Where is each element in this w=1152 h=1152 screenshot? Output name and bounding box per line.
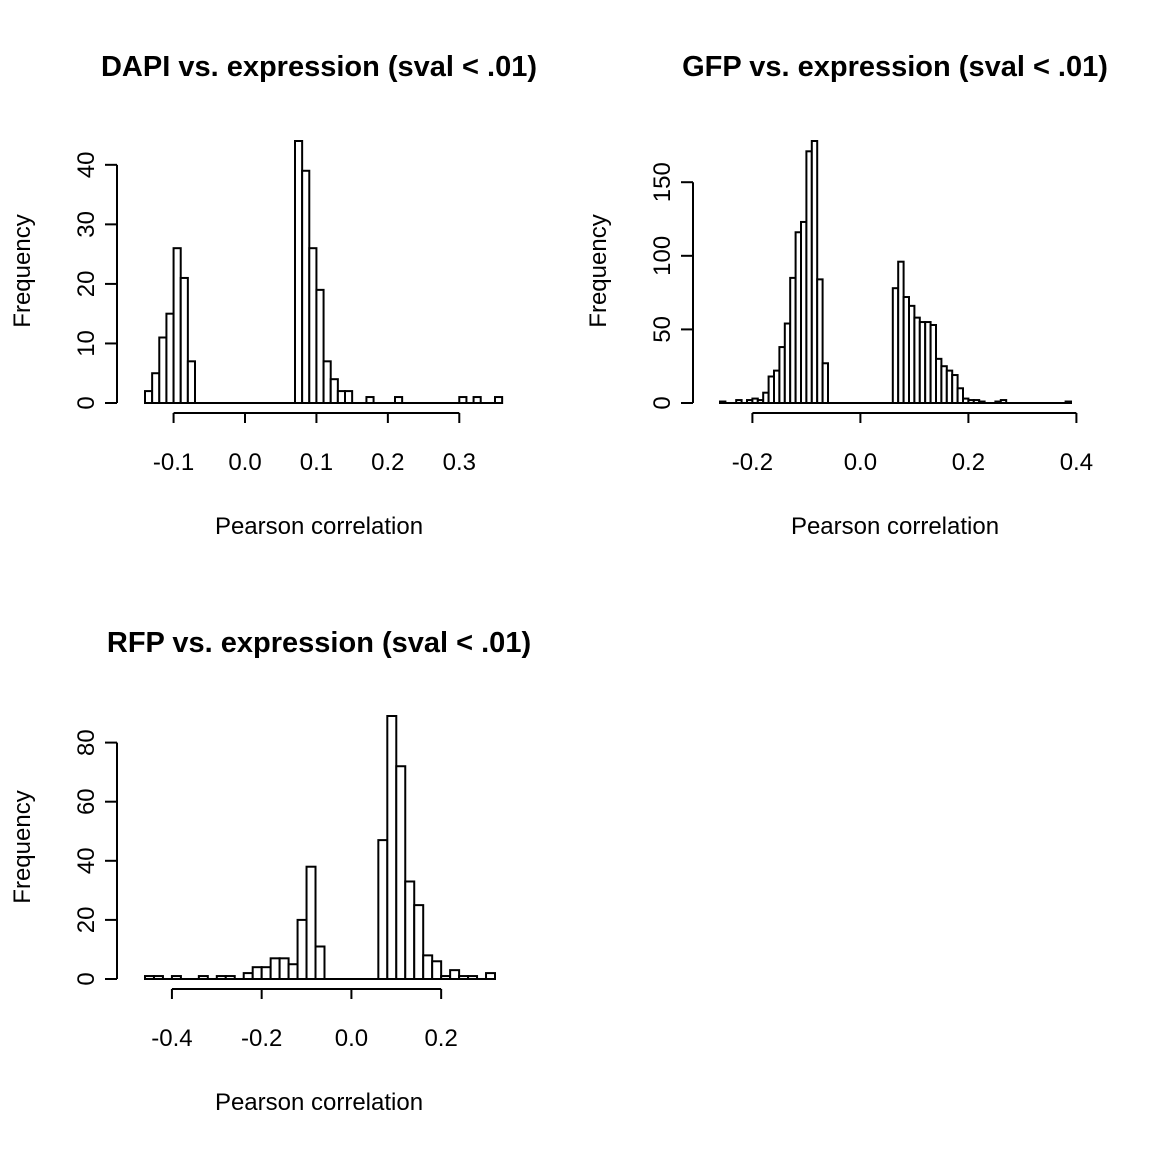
x-tick-label: 0.0 xyxy=(228,449,261,476)
chart-title: DAPI vs. expression (sval < .01) xyxy=(101,51,537,83)
histogram-bar xyxy=(151,372,161,404)
x-axis: -0.2 0.0 0.2 0.4 xyxy=(732,412,1093,476)
y-axis-label: Frequency xyxy=(585,214,612,327)
histogram-bar xyxy=(158,336,168,404)
histogram-bar xyxy=(377,839,389,980)
histogram-bar xyxy=(386,715,398,980)
histogram-bar xyxy=(329,378,339,405)
histogram-bar xyxy=(395,765,407,980)
y-tick-label: 150 xyxy=(649,162,676,202)
histogram-bar xyxy=(422,954,434,981)
y-tick-label: 100 xyxy=(649,236,676,276)
y-axis: 0 20 40 60 80 xyxy=(73,729,118,986)
histogram-bar xyxy=(278,957,290,981)
histogram-bar xyxy=(296,918,308,980)
y-axis-label: Frequency xyxy=(9,790,36,903)
x-tick-label: 0.0 xyxy=(844,449,877,476)
histogram-bars xyxy=(144,140,504,405)
panel-gfp: GFP vs. expression (sval < .01) Pearson … xyxy=(585,51,1108,540)
x-axis-label: Pearson correlation xyxy=(791,513,999,540)
histogram-bar xyxy=(144,390,154,405)
histogram-bar xyxy=(251,966,263,980)
histogram-bar xyxy=(449,969,461,980)
x-tick-label: 0.3 xyxy=(443,449,476,476)
histogram-bar xyxy=(305,865,317,981)
histogram-bar xyxy=(186,360,197,404)
histogram-bar xyxy=(413,904,425,980)
y-tick-label: 40 xyxy=(73,151,100,178)
y-axis: 0 10 20 30 40 xyxy=(73,151,118,410)
histogram-bar xyxy=(172,247,182,404)
y-tick-label: 20 xyxy=(73,907,100,934)
x-tick-label: 0.2 xyxy=(371,449,404,476)
histogram-bar xyxy=(287,963,299,981)
histogram-bar xyxy=(494,396,504,404)
panel-dapi: DAPI vs. expression (sval < .01) Pearson… xyxy=(9,51,537,540)
x-axis: -0.4 -0.2 0.0 0.2 xyxy=(151,988,458,1052)
x-tick-label: 0.2 xyxy=(424,1025,457,1052)
histogram-bar xyxy=(322,360,332,404)
histogram-bar xyxy=(294,140,304,404)
chart-title: RFP vs. expression (sval < .01) xyxy=(107,627,531,659)
y-tick-label: 60 xyxy=(73,788,100,815)
y-tick-label: 20 xyxy=(73,271,100,298)
histogram-bar xyxy=(308,247,318,404)
x-tick-label: -0.4 xyxy=(151,1025,192,1052)
histogram-bar xyxy=(336,390,347,405)
histogram-bar xyxy=(315,288,325,405)
chart-title: GFP vs. expression (sval < .01) xyxy=(682,51,1108,83)
y-tick-label: 50 xyxy=(649,316,676,343)
panel-rfp: RFP vs. expression (sval < .01) Pearson … xyxy=(9,627,531,1116)
y-tick-label: 10 xyxy=(73,330,100,357)
y-tick-label: 0 xyxy=(73,972,100,985)
histogram-bar xyxy=(301,169,311,404)
x-tick-label: -0.2 xyxy=(732,449,773,476)
x-tick-label: -0.1 xyxy=(153,449,194,476)
x-axis-label: Pearson correlation xyxy=(215,1089,423,1116)
histogram-bar xyxy=(260,966,272,980)
histogram-bars xyxy=(719,140,1072,405)
histogram-bar xyxy=(821,362,829,404)
x-tick-label: 0.4 xyxy=(1060,449,1093,476)
x-tick-label: 0.0 xyxy=(335,1025,368,1052)
y-tick-label: 0 xyxy=(73,396,100,409)
y-tick-label: 0 xyxy=(649,396,676,409)
histogram-bar xyxy=(314,945,326,981)
x-tick-label: 0.2 xyxy=(952,449,985,476)
x-axis-label: Pearson correlation xyxy=(215,513,423,540)
y-axis: 0 50 100 150 xyxy=(649,162,694,410)
histogram-bar xyxy=(431,960,443,980)
histogram-bar xyxy=(344,390,354,405)
x-tick-label: 0.1 xyxy=(300,449,333,476)
x-axis: -0.1 0.0 0.1 0.2 0.3 xyxy=(153,412,476,476)
histogram-bar xyxy=(179,276,189,405)
y-tick-label: 40 xyxy=(73,847,100,874)
histogram-bar xyxy=(269,957,281,981)
histogram-bars xyxy=(144,715,496,981)
histogram-bar xyxy=(404,880,416,981)
y-tick-label: 30 xyxy=(73,211,100,238)
y-tick-label: 80 xyxy=(73,729,100,756)
y-axis-label: Frequency xyxy=(9,214,36,327)
histogram-bar xyxy=(165,312,175,405)
x-tick-label: -0.2 xyxy=(241,1025,282,1052)
